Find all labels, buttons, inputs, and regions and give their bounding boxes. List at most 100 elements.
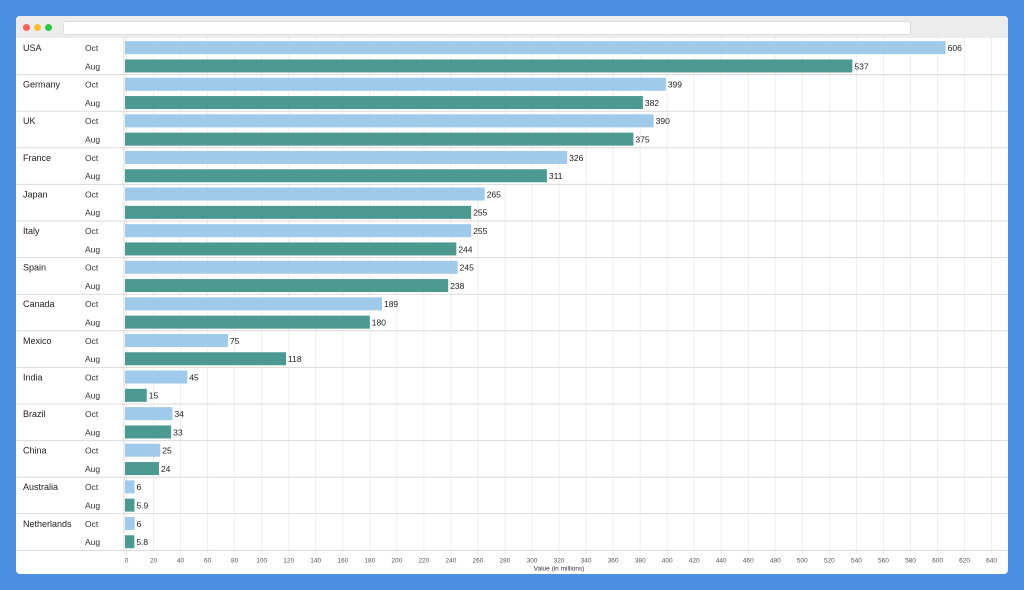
data-label: 33: [173, 427, 183, 437]
period-label: Oct: [85, 43, 99, 53]
period-label: Oct: [85, 372, 99, 382]
bar-aug: [125, 352, 287, 366]
x-tick-label: 480: [770, 557, 781, 564]
period-label: Oct: [85, 263, 99, 273]
x-tick-label: 360: [608, 557, 619, 564]
data-label: 326: [569, 153, 583, 163]
bar-aug: [125, 279, 449, 293]
period-label: Oct: [85, 519, 99, 529]
bar-aug: [125, 59, 853, 73]
x-tick-label: 460: [743, 557, 754, 564]
x-tick-label: 60: [204, 557, 212, 564]
period-label: Aug: [85, 98, 100, 108]
period-label: Oct: [85, 226, 99, 236]
data-label: 118: [288, 354, 302, 364]
period-label: Oct: [85, 189, 99, 199]
x-tick-label: 520: [824, 557, 835, 564]
address-bar[interactable]: [63, 21, 911, 35]
x-tick-label: 380: [635, 557, 646, 564]
bar-oct: [125, 77, 666, 91]
data-label: 6: [137, 482, 142, 492]
country-label: Brazil: [23, 409, 46, 419]
bar-aug: [125, 425, 172, 439]
period-label: Aug: [85, 244, 100, 254]
country-label: Japan: [23, 189, 48, 199]
period-label: Aug: [85, 208, 100, 218]
x-tick-label: 100: [256, 557, 267, 564]
bar-oct: [125, 333, 228, 347]
x-tick-label: 120: [283, 557, 294, 564]
bar-aug: [125, 205, 472, 219]
period-label: Oct: [85, 299, 99, 309]
x-tick-label: 440: [716, 557, 727, 564]
close-window-icon[interactable]: [23, 24, 30, 31]
period-label: Aug: [85, 537, 100, 547]
x-tick-label: 180: [364, 557, 375, 564]
period-label: Oct: [85, 446, 99, 456]
bar-oct: [125, 224, 472, 238]
data-label: 24: [161, 464, 171, 474]
title-bar: [16, 16, 1008, 38]
bar-oct: [125, 297, 382, 311]
country-label: Germany: [23, 80, 61, 90]
data-label: 25: [162, 446, 172, 456]
country-label: India: [23, 372, 43, 382]
period-label: Aug: [85, 427, 100, 437]
bar-aug: [125, 315, 370, 329]
bar-oct: [125, 516, 135, 530]
data-label: 45: [189, 372, 199, 382]
x-tick-label: 260: [473, 557, 484, 564]
data-label: 255: [473, 226, 487, 236]
data-label: 180: [372, 318, 386, 328]
bar-oct: [125, 150, 568, 164]
period-label: Oct: [85, 80, 99, 90]
x-tick-label: 220: [418, 557, 429, 564]
x-tick-label: 320: [554, 557, 565, 564]
x-tick-label: 420: [689, 557, 700, 564]
x-tick-label: 140: [310, 557, 321, 564]
country-label: Netherlands: [23, 519, 72, 529]
period-label: Aug: [85, 391, 100, 401]
bar-oct: [125, 260, 458, 274]
period-label: Aug: [85, 318, 100, 328]
country-label: Mexico: [23, 336, 52, 346]
bar-aug: [125, 388, 147, 402]
zoom-window-icon[interactable]: [45, 24, 52, 31]
period-label: Oct: [85, 153, 99, 163]
x-axis-title: Value (in millions): [534, 565, 585, 572]
x-tick-label: 160: [337, 557, 348, 564]
data-label: 75: [230, 336, 240, 346]
x-tick-label: 0: [125, 557, 129, 564]
country-label: Australia: [23, 482, 58, 492]
data-label: 255: [473, 208, 487, 218]
data-label: 399: [668, 80, 682, 90]
x-tick-label: 300: [527, 557, 538, 564]
data-label: 537: [854, 61, 868, 71]
x-tick-label: 20: [150, 557, 158, 564]
bar-oct: [125, 443, 161, 457]
bar-aug: [125, 462, 159, 476]
data-label: 245: [460, 263, 474, 273]
period-label: Aug: [85, 501, 100, 511]
x-tick-label: 640: [986, 557, 997, 564]
period-label: Aug: [85, 281, 100, 291]
period-label: Aug: [85, 135, 100, 145]
data-label: 375: [635, 135, 649, 145]
data-label: 5.8: [136, 537, 148, 547]
data-label: 189: [384, 299, 398, 309]
minimize-window-icon[interactable]: [34, 24, 41, 31]
country-label: UK: [23, 116, 36, 126]
bar-aug: [125, 132, 634, 146]
x-tick-label: 240: [445, 557, 456, 564]
bar-aug: [125, 242, 457, 256]
period-label: Aug: [85, 464, 100, 474]
data-label: 382: [645, 98, 659, 108]
bar-aug: [125, 498, 135, 512]
country-label: Spain: [23, 263, 46, 273]
period-label: Oct: [85, 482, 99, 492]
country-label: USA: [23, 43, 42, 53]
period-label: Aug: [85, 171, 100, 181]
bar-oct: [125, 41, 946, 55]
bar-aug: [125, 535, 135, 549]
period-label: Oct: [85, 409, 99, 419]
